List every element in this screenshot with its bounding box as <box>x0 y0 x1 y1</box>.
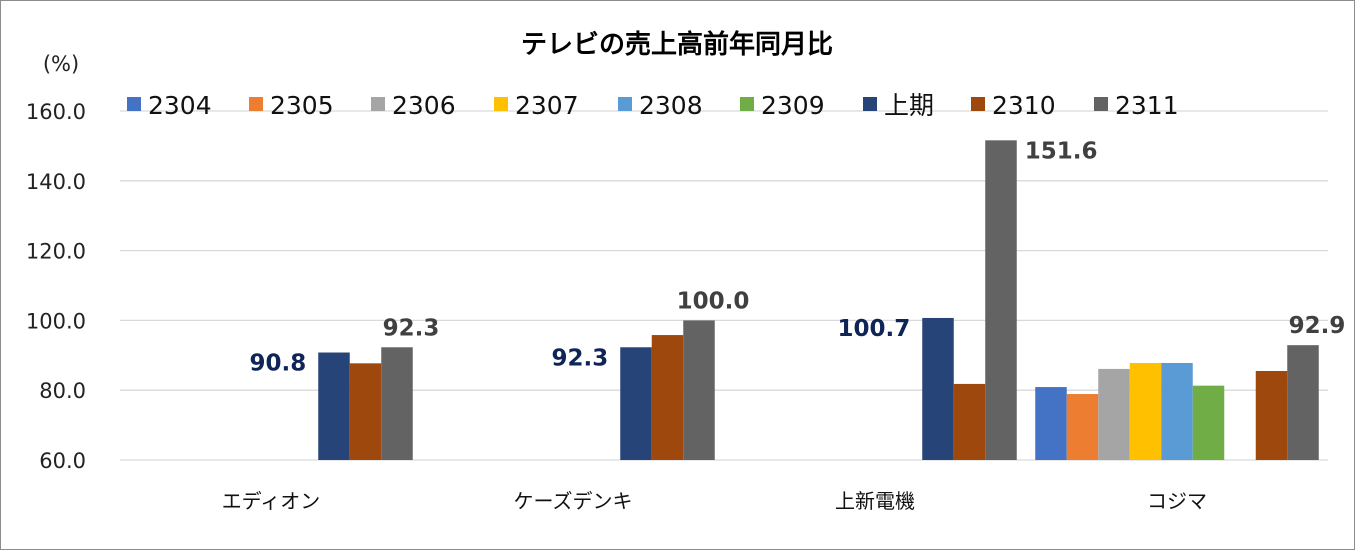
bar-2310-エディオン <box>349 363 382 460</box>
legend-label: 2308 <box>639 91 703 120</box>
legend-swatch-2311 <box>1094 97 1108 111</box>
x-category-label: エディオン <box>222 489 321 513</box>
bar-2308-コジマ <box>1161 362 1193 460</box>
legend-label: 上期 <box>884 91 934 120</box>
y-tick-label: 80.0 <box>39 379 86 403</box>
data-labels: 90.8 92.3 92.3 100.0 100.7 151.6 92.9 <box>250 138 1346 376</box>
bar-2306-コジマ <box>1098 368 1130 460</box>
legend-swatch-2304 <box>127 97 141 111</box>
y-tick-label: 140.0 <box>26 170 86 194</box>
legend-swatch-2307 <box>494 97 508 111</box>
bar-2310-上新電機 <box>953 383 986 460</box>
bar-上期-ケーズデンキ <box>620 347 652 460</box>
legend-label: 2310 <box>992 91 1056 120</box>
bar-2311-エディオン <box>381 347 413 460</box>
bar-2311-ケーズデンキ <box>683 320 715 460</box>
bar-2309-コジマ <box>1192 385 1225 460</box>
bar-2310-コジマ <box>1255 371 1288 460</box>
legend-swatch-2309 <box>740 97 754 111</box>
bar-上期-上新電機 <box>922 317 954 460</box>
data-label: 100.7 <box>837 316 910 342</box>
legend-label: 2311 <box>1115 91 1179 120</box>
x-category-label: コジマ <box>1147 489 1207 513</box>
x-category-label: 上新電機 <box>835 489 915 513</box>
chart-title: テレビの売上高前年同月比 <box>521 29 833 60</box>
bar-2305-コジマ <box>1066 394 1099 460</box>
data-label: 151.6 <box>1025 138 1098 164</box>
y-tick-label: 120.0 <box>26 240 86 264</box>
bars <box>318 140 1319 461</box>
y-axis-ticks: 160.0 140.0 120.0 100.0 80.0 60.0 <box>26 100 86 473</box>
bar-2310-ケーズデンキ <box>651 335 684 460</box>
legend-label: 2304 <box>148 91 212 120</box>
y-tick-label: 100.0 <box>26 309 86 333</box>
data-label: 92.3 <box>383 315 440 341</box>
legend-swatch-2308 <box>618 97 632 111</box>
legend-label: 2309 <box>761 91 825 120</box>
bar-2311-上新電機 <box>985 140 1017 461</box>
legend-swatch-2306 <box>371 97 385 111</box>
bar-2307-コジマ <box>1129 362 1162 460</box>
legend-label: 2307 <box>515 91 579 120</box>
data-label: 92.3 <box>552 345 609 371</box>
bar-2304-コジマ <box>1035 387 1067 460</box>
data-label: 100.0 <box>677 288 750 314</box>
legend-label: 2305 <box>270 91 334 120</box>
bar-2311-コジマ <box>1287 345 1319 460</box>
y-tick-label: 160.0 <box>26 100 86 124</box>
y-axis-unit-label: (%) <box>43 52 79 76</box>
x-category-label: ケーズデンキ <box>514 489 633 513</box>
y-tick-label: 60.0 <box>39 449 86 473</box>
legend-swatch-上期 <box>863 97 877 111</box>
data-label: 90.8 <box>250 351 307 377</box>
legend: 2304 2305 2306 2307 2308 2309 上期 2310 2311 <box>127 91 1179 120</box>
legend-swatch-2310 <box>971 97 985 111</box>
legend-swatch-2305 <box>249 97 263 111</box>
x-axis-categories: エディオン ケーズデンキ 上新電機 コジマ <box>222 489 1207 513</box>
data-label: 92.9 <box>1289 313 1346 339</box>
bar-上期-エディオン <box>318 352 350 460</box>
legend-label: 2306 <box>392 91 456 120</box>
